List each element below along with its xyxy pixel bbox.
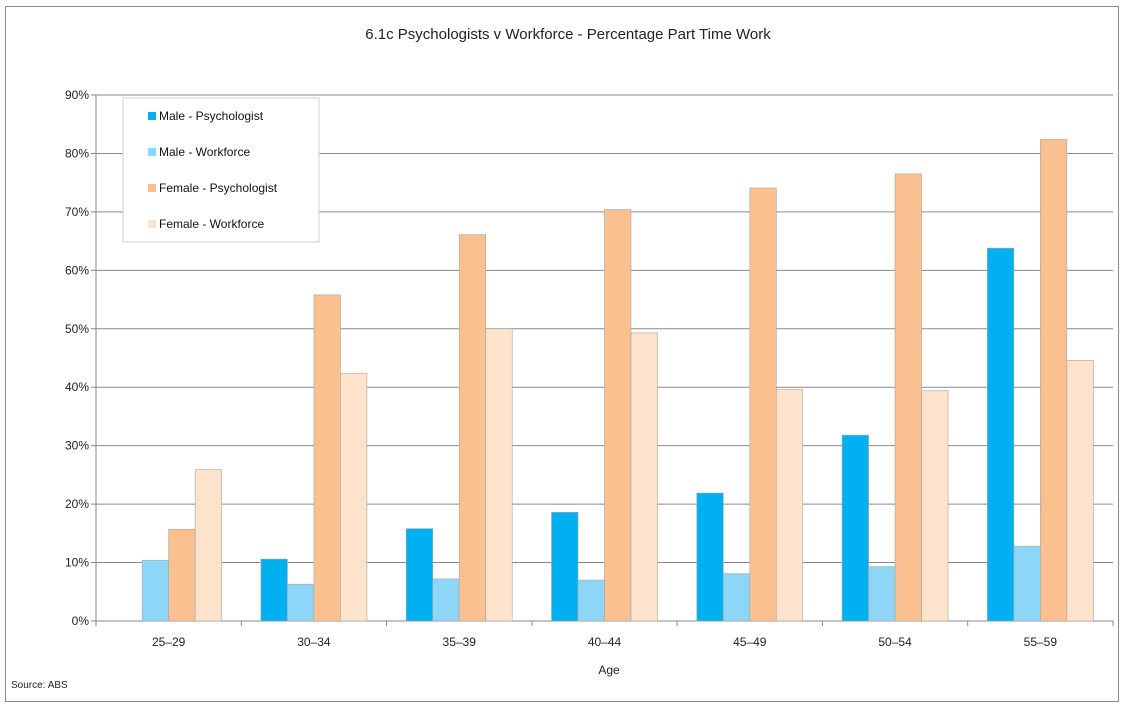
y-tick-label: 90%	[65, 88, 89, 102]
x-tick-label: 35–39	[443, 635, 477, 649]
source-note: Source: ABS	[11, 680, 68, 691]
bar-female-workforce-6	[1066, 360, 1094, 622]
x-axis-label: Age	[598, 663, 620, 677]
x-tick-label: 40–44	[588, 635, 622, 649]
bar-female-psychologist-0	[168, 528, 196, 622]
bar-female-psychologist-2	[458, 234, 487, 622]
bar-female-psychologist-5	[894, 173, 922, 622]
bar-male-workforce-6	[1013, 545, 1041, 622]
legend-swatch	[148, 112, 156, 120]
bar-male-psychologist-6	[987, 247, 1015, 622]
bar-female-psychologist-3	[604, 209, 632, 622]
legend-label: Male - Workforce	[159, 145, 250, 159]
x-tick-label: 55–59	[1024, 635, 1058, 649]
legend-label: Male - Psychologist	[159, 109, 264, 123]
bar-female-psychologist-1	[313, 294, 341, 622]
y-axis: 0% 10% 20% 30% 40% 50% 60% 70% 80% 90%	[65, 88, 97, 628]
x-tick-label: 25–29	[152, 635, 186, 649]
legend-swatch	[148, 148, 156, 156]
bar-female-workforce-0	[194, 469, 222, 622]
y-tick-label: 20%	[65, 497, 89, 511]
bar-female-workforce-4	[775, 389, 804, 622]
legend-label: Female - Workforce	[159, 217, 264, 231]
y-tick-label: 80%	[65, 146, 89, 160]
bars	[141, 139, 1094, 622]
y-tick-label: 70%	[65, 205, 89, 219]
bar-male-psychologist-5	[841, 434, 869, 622]
bar-male-workforce-1	[287, 583, 315, 622]
chart-title: 6.1c Psychologists v Workforce - Percent…	[365, 26, 771, 43]
y-tick-label: 60%	[65, 263, 89, 277]
bar-female-workforce-2	[485, 328, 513, 622]
legend-swatch	[148, 220, 156, 228]
bar-female-workforce-3	[630, 332, 658, 622]
bar-female-workforce-5	[921, 390, 949, 622]
bar-female-psychologist-4	[749, 187, 777, 622]
bar-male-workforce-5	[868, 566, 896, 622]
x-tick-label: 45–49	[733, 635, 767, 649]
legend: Male - Psychologist Male - Workforce Femal…	[122, 97, 320, 243]
x-tick-label: 30–34	[297, 635, 331, 649]
x-tick-label: 50–54	[878, 635, 912, 649]
bar-male-psychologist-1	[260, 558, 288, 622]
x-axis: 25–29 30–34 35–39 40–44 45–49 50–54 55–59	[95, 621, 1114, 649]
y-tick-label: 40%	[65, 380, 89, 394]
legend-label: Female - Psychologist	[159, 181, 278, 195]
y-tick-label: 0%	[72, 614, 90, 628]
bar-male-workforce-4	[722, 573, 751, 622]
y-tick-label: 50%	[65, 322, 89, 336]
bar-male-workforce-2	[432, 578, 460, 622]
bar-female-psychologist-6	[1040, 139, 1068, 622]
y-tick-label: 10%	[65, 556, 89, 570]
bar-male-workforce-3	[577, 579, 605, 622]
y-tick-label: 30%	[65, 439, 89, 453]
bar-male-psychologist-2	[405, 528, 434, 622]
legend-swatch	[148, 184, 156, 192]
bar-male-psychologist-3	[551, 511, 579, 622]
legend-box	[122, 97, 320, 243]
bar-male-workforce-0	[141, 559, 169, 622]
bar-male-psychologist-4	[696, 492, 724, 622]
bar-female-workforce-1	[340, 372, 368, 622]
